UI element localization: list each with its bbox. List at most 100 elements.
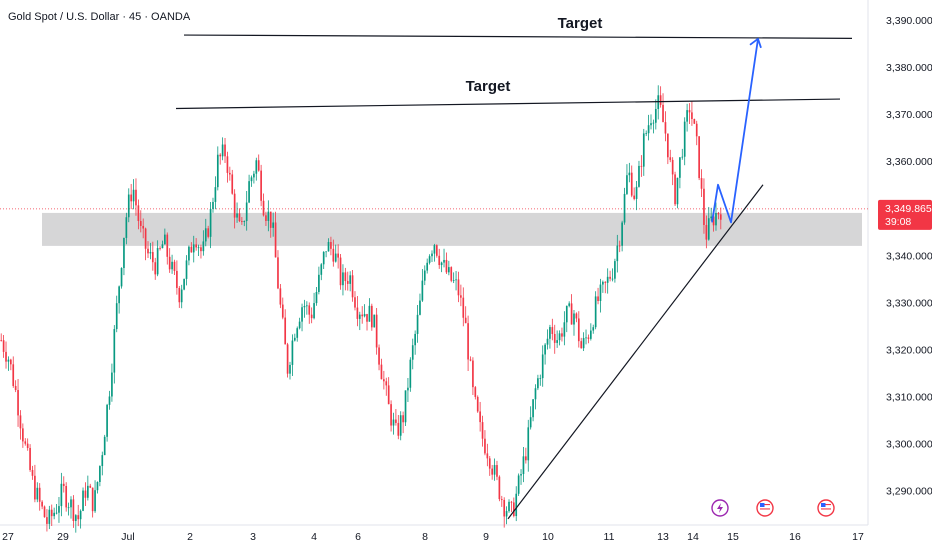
candle-body bbox=[123, 237, 125, 269]
candle-body bbox=[681, 156, 684, 158]
candle-body bbox=[705, 224, 708, 240]
y-tick-label: 3,340.000 bbox=[886, 250, 932, 262]
target-line-upper[interactable] bbox=[183, 34, 853, 39]
projection-arrowhead bbox=[749, 37, 762, 49]
candle-body bbox=[570, 303, 573, 325]
candle-body bbox=[707, 218, 710, 240]
candle-body bbox=[508, 501, 510, 512]
candle-body bbox=[214, 187, 217, 202]
candle-body bbox=[339, 257, 342, 286]
target-line-lower[interactable] bbox=[175, 98, 841, 110]
candle-body bbox=[428, 256, 431, 263]
candle-body bbox=[568, 303, 571, 306]
ascending-trendline[interactable] bbox=[507, 184, 764, 520]
candle-body bbox=[370, 305, 373, 328]
candle-body bbox=[421, 280, 424, 301]
candle-body bbox=[356, 307, 359, 319]
candle-body bbox=[604, 281, 607, 283]
y-tick-label: 3,370.000 bbox=[886, 109, 932, 121]
us-flag-icon[interactable] bbox=[756, 499, 774, 517]
candle-body bbox=[472, 360, 474, 388]
us-flag-icon[interactable] bbox=[817, 499, 835, 517]
projection-path[interactable] bbox=[711, 38, 759, 224]
candle-body bbox=[269, 211, 272, 228]
candle-body bbox=[315, 291, 318, 304]
candle-body bbox=[219, 154, 222, 157]
candle-body bbox=[553, 333, 556, 343]
candle-body bbox=[72, 499, 75, 521]
candle-body bbox=[197, 247, 200, 249]
candle-body bbox=[392, 419, 395, 426]
candle-body bbox=[505, 511, 508, 517]
candle-body bbox=[594, 296, 597, 328]
candle-body bbox=[450, 267, 453, 281]
price-label-box bbox=[878, 199, 932, 230]
x-tick-label: 17 bbox=[852, 531, 864, 543]
x-tick-label: 29 bbox=[57, 531, 69, 543]
y-tick-label: 3,320.000 bbox=[886, 344, 932, 356]
candle-body bbox=[310, 314, 313, 319]
candle-body bbox=[703, 188, 705, 225]
candle-body bbox=[137, 205, 140, 222]
candle-body bbox=[500, 499, 503, 500]
candle-body bbox=[368, 305, 371, 322]
candle-body bbox=[354, 297, 356, 308]
candle-body bbox=[212, 201, 214, 209]
candle-body bbox=[662, 104, 664, 123]
candle-body bbox=[623, 193, 626, 223]
target-label-upper: Target bbox=[558, 15, 603, 32]
candle-body bbox=[164, 234, 166, 245]
candle-body bbox=[693, 119, 696, 124]
candle-body bbox=[628, 172, 631, 176]
candle-body bbox=[65, 486, 68, 508]
candle-body bbox=[474, 387, 477, 397]
candle-body bbox=[589, 330, 592, 339]
price-label-countdown: 39:08 bbox=[885, 216, 911, 228]
candle-body bbox=[226, 156, 229, 173]
candle-body bbox=[29, 447, 31, 471]
candle-body bbox=[262, 200, 265, 216]
candle-body bbox=[512, 502, 515, 517]
lightning-icon[interactable] bbox=[711, 499, 729, 517]
candle-body bbox=[541, 354, 544, 379]
candle-body bbox=[216, 154, 219, 188]
candle-body bbox=[659, 95, 662, 105]
candle-body bbox=[452, 280, 455, 281]
candle-body bbox=[440, 262, 443, 266]
candle-body bbox=[55, 512, 58, 514]
y-tick-label: 3,300.000 bbox=[886, 439, 932, 451]
candle-body bbox=[602, 281, 604, 285]
candle-body bbox=[53, 512, 55, 517]
x-tick-label: 6 bbox=[355, 531, 361, 543]
candle-body bbox=[710, 216, 713, 219]
candle-body bbox=[248, 181, 250, 203]
candle-body bbox=[245, 202, 248, 222]
candle-body bbox=[60, 483, 63, 507]
candle-body bbox=[719, 214, 722, 220]
candle-body bbox=[351, 275, 354, 298]
candle-body bbox=[462, 297, 465, 318]
candle-body bbox=[135, 189, 137, 206]
candle-body bbox=[614, 261, 616, 279]
x-tick-label: 16 bbox=[789, 531, 801, 543]
y-tick-label: 3,380.000 bbox=[886, 62, 932, 74]
candle-body bbox=[522, 456, 525, 475]
candle-body bbox=[491, 468, 494, 475]
candle-body bbox=[438, 255, 441, 266]
candle-body bbox=[346, 281, 349, 284]
candle-body bbox=[698, 136, 700, 179]
candle-body bbox=[380, 364, 383, 380]
candle-body bbox=[279, 288, 282, 305]
candle-body bbox=[606, 276, 609, 283]
candle-body bbox=[332, 248, 335, 262]
candle-body bbox=[200, 247, 202, 252]
candle-body bbox=[96, 482, 99, 491]
x-tick-label: 11 bbox=[604, 531, 615, 543]
candle-body bbox=[399, 415, 402, 436]
y-tick-label: 3,360.000 bbox=[886, 156, 932, 168]
candle-body bbox=[99, 466, 101, 483]
candle-body bbox=[159, 248, 161, 249]
candle-body bbox=[695, 123, 698, 137]
candle-body bbox=[532, 399, 534, 418]
